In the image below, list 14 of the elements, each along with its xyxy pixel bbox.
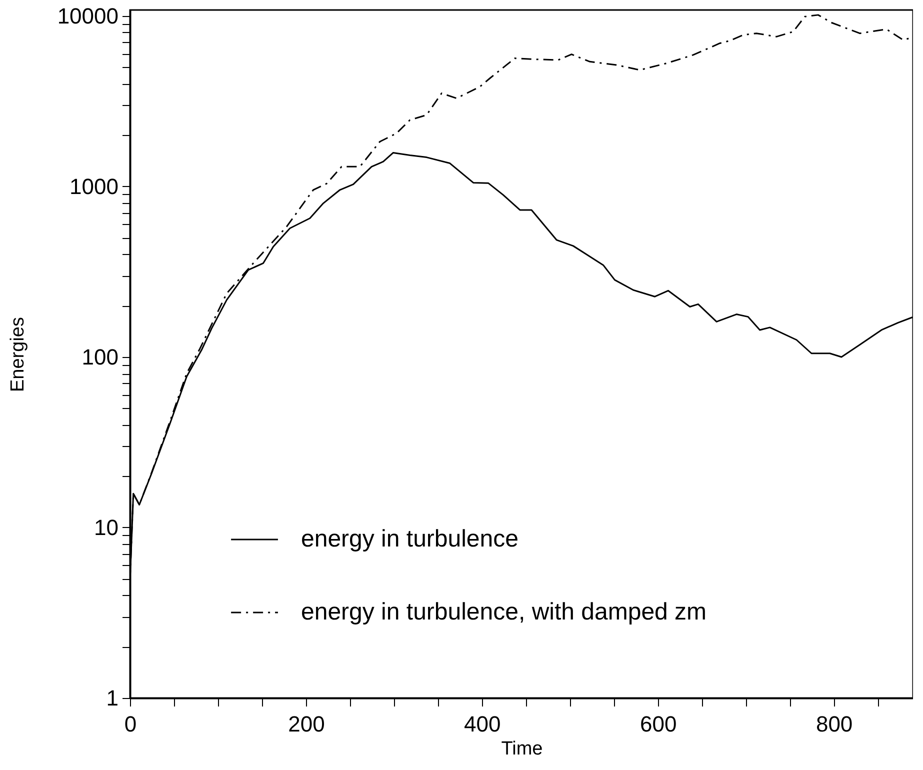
y-axis-title: Energies: [7, 317, 28, 392]
x-tick-label: 200: [288, 712, 325, 736]
y-tick-label: 10: [94, 514, 118, 540]
x-tick-label: 400: [464, 712, 501, 736]
x-axis-title: Time: [501, 738, 543, 760]
y-tick-label: 100: [82, 344, 118, 370]
y-tick-label: 1: [106, 686, 118, 710]
x-tick-label: 0: [124, 712, 137, 736]
legend-label: energy in turbulence, with damped zm: [301, 598, 707, 626]
y-tick-label: 1000: [70, 174, 118, 199]
x-tick-label: 600: [640, 712, 677, 736]
y-tick-label: 10000: [57, 3, 118, 28]
x-tick-label: 800: [816, 712, 853, 736]
legend-label: energy in turbulence: [301, 526, 518, 552]
